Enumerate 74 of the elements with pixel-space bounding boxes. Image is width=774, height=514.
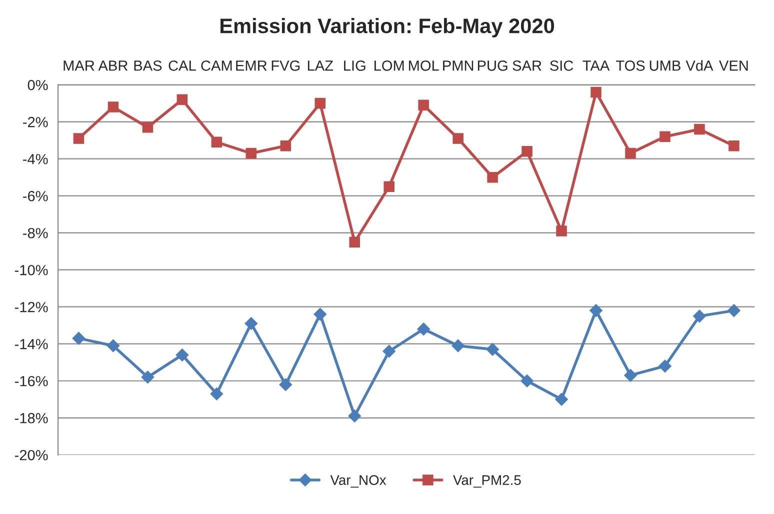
x-tick-label: ABR (98, 60, 128, 71)
x-tick-label: CAM (201, 60, 232, 71)
legend-label: Var_PM2.5 (453, 475, 521, 488)
point (244, 317, 258, 330)
legend-label: Var_NOx (330, 475, 386, 488)
point (314, 308, 327, 321)
point (280, 140, 292, 152)
x-tick-label: LIG (344, 60, 366, 71)
point (658, 360, 672, 372)
point (487, 172, 498, 183)
point (624, 368, 637, 382)
point (486, 343, 499, 356)
point (384, 181, 394, 192)
x-tick-label: UMB (650, 60, 680, 71)
point (176, 94, 188, 105)
point (694, 124, 705, 135)
x-tick-label: TAA (582, 60, 610, 71)
y-tick-label: -18% (14, 412, 48, 424)
x-tick-label: SAR (512, 60, 542, 71)
x-tick-label: TOS (616, 60, 645, 71)
x-tick-label: SIC (550, 60, 574, 71)
point (210, 387, 224, 400)
point (625, 148, 636, 159)
point (520, 374, 534, 388)
point (417, 322, 430, 336)
point (452, 339, 464, 352)
point (728, 304, 740, 317)
point (382, 344, 396, 358)
point (522, 146, 532, 157)
point (349, 236, 360, 248)
point (72, 332, 86, 345)
x-tick-label: PMN (443, 60, 474, 71)
y-tick-label: -20% (14, 450, 48, 460)
y-tick-label: -12% (14, 302, 48, 312)
point (176, 348, 189, 362)
x-tick-label: MOL (408, 60, 439, 71)
y-tick-label: -2% (23, 116, 48, 128)
point (555, 392, 568, 406)
y-tick-label: 0% (28, 80, 48, 90)
point (314, 98, 326, 109)
x-tick-label: PUG (478, 60, 508, 71)
x-tick-label: BAS (134, 60, 162, 71)
x-tick-label: FVG (272, 60, 300, 71)
y-tick-label: -16% (14, 376, 48, 386)
y-tick-label: -4% (23, 154, 48, 164)
point (279, 378, 292, 391)
x-tick-label: LAZ (308, 60, 334, 71)
point (590, 304, 602, 317)
point (106, 339, 120, 352)
point (73, 133, 84, 144)
point (142, 122, 154, 133)
x-tick-label: LOM (374, 60, 404, 71)
point (556, 226, 567, 236)
y-tick-label: -8% (23, 228, 48, 238)
point (728, 140, 740, 152)
point (211, 136, 222, 148)
point (108, 102, 119, 112)
point (246, 148, 257, 159)
x-tick-label: CAL (168, 60, 196, 71)
x-tick-label: VdA (686, 60, 714, 71)
x-tick-label: MAR (64, 60, 94, 71)
point (660, 131, 670, 142)
y-tick-label: -6% (23, 190, 48, 202)
point (348, 410, 362, 422)
y-tick-label: -10% (14, 264, 48, 276)
point (693, 310, 706, 323)
point (418, 100, 429, 111)
point (141, 370, 154, 384)
point (590, 86, 602, 98)
x-tick-label: EMR (236, 60, 267, 71)
chart-title: Emission Variation: Feb-May 2020 (220, 18, 554, 38)
y-tick-label: -14% (14, 339, 48, 350)
x-tick-label: VEN (719, 60, 748, 71)
point (452, 133, 464, 144)
